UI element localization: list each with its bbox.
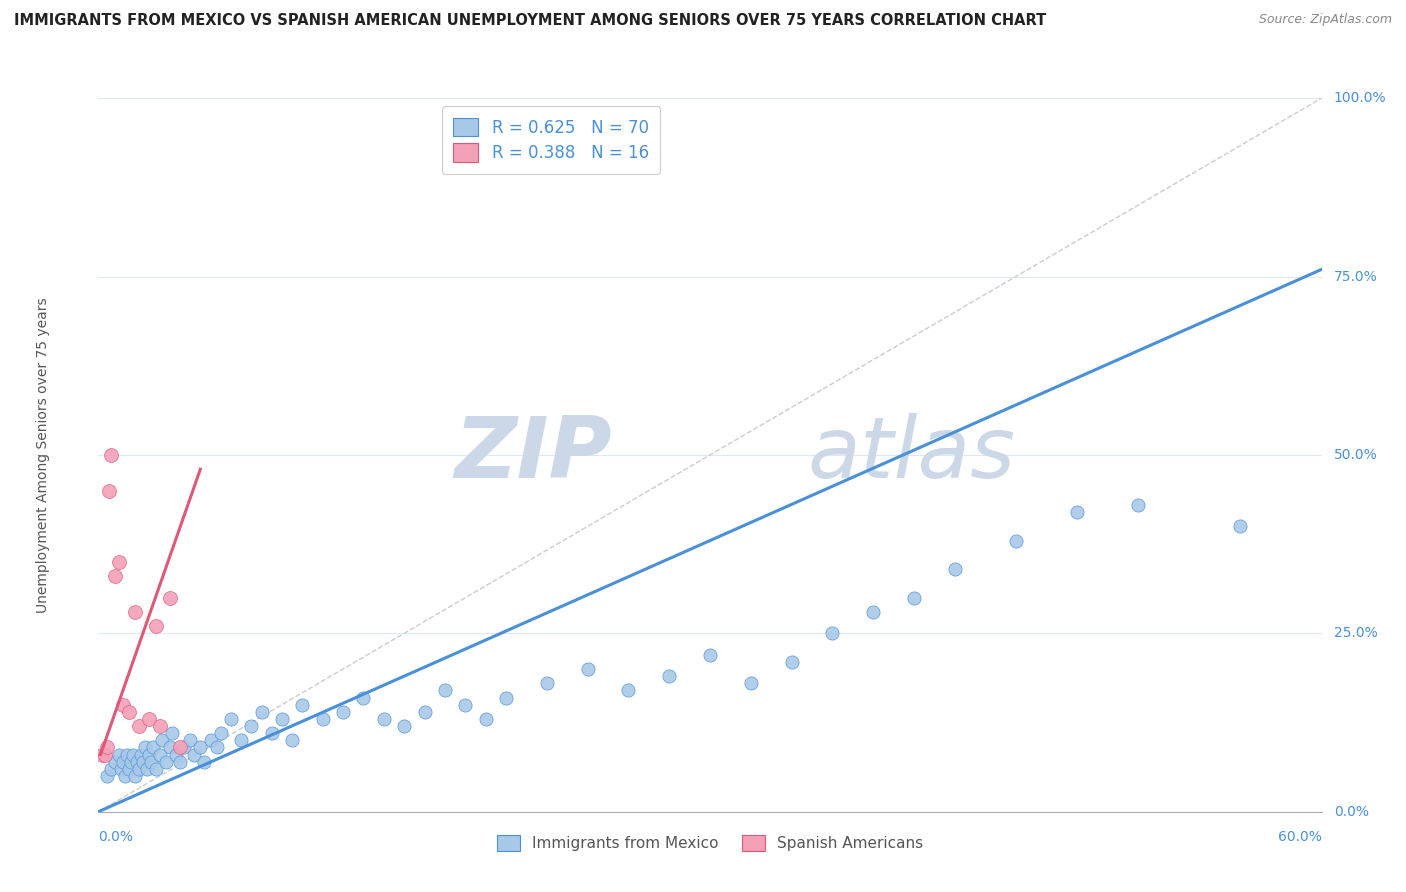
Point — [179, 733, 201, 747]
Point — [165, 747, 187, 762]
Point — [93, 747, 115, 762]
Point — [129, 747, 152, 762]
Point — [169, 755, 191, 769]
Text: IMMIGRANTS FROM MEXICO VS SPANISH AMERICAN UNEMPLOYMENT AMONG SENIORS OVER 75 YE: IMMIGRANTS FROM MEXICO VS SPANISH AMERIC… — [14, 13, 1046, 29]
Point — [100, 448, 122, 462]
Text: 75.0%: 75.0% — [1334, 269, 1378, 284]
Point — [373, 712, 395, 726]
Point — [100, 762, 122, 776]
Point — [145, 619, 167, 633]
Point — [433, 683, 456, 698]
Point — [495, 690, 517, 705]
Point — [96, 769, 118, 783]
Point — [118, 762, 141, 776]
Point — [205, 740, 228, 755]
Point — [536, 676, 558, 690]
Legend: Immigrants from Mexico, Spanish Americans: Immigrants from Mexico, Spanish American… — [491, 829, 929, 857]
Point — [617, 683, 640, 698]
Point — [124, 769, 146, 783]
Point — [155, 755, 177, 769]
Point — [104, 755, 127, 769]
Point — [138, 747, 160, 762]
Point — [454, 698, 477, 712]
Point — [108, 555, 131, 569]
Text: Unemployment Among Seniors over 75 years: Unemployment Among Seniors over 75 years — [37, 297, 51, 613]
Point — [903, 591, 925, 605]
Point — [943, 562, 966, 576]
Point — [270, 712, 294, 726]
Point — [352, 690, 374, 705]
Point — [200, 733, 222, 747]
Text: 0.0%: 0.0% — [1334, 805, 1369, 819]
Text: Source: ZipAtlas.com: Source: ZipAtlas.com — [1258, 13, 1392, 27]
Point — [111, 755, 134, 769]
Point — [128, 762, 150, 776]
Point — [91, 747, 114, 762]
Point — [114, 769, 136, 783]
Text: 50.0%: 50.0% — [1334, 448, 1378, 462]
Text: ZIP: ZIP — [454, 413, 612, 497]
Point — [188, 740, 212, 755]
Point — [138, 712, 160, 726]
Point — [209, 726, 232, 740]
Point — [132, 755, 155, 769]
Text: 0.0%: 0.0% — [98, 830, 134, 844]
Point — [219, 712, 242, 726]
Point — [474, 712, 498, 726]
Point — [149, 747, 172, 762]
Point — [120, 755, 142, 769]
Point — [145, 762, 167, 776]
Point — [250, 705, 273, 719]
Point — [108, 747, 131, 762]
Point — [96, 740, 118, 755]
Point — [111, 698, 134, 712]
Text: atlas: atlas — [808, 413, 1017, 497]
Point — [1229, 519, 1251, 533]
Text: 60.0%: 60.0% — [1278, 830, 1322, 844]
Point — [160, 726, 183, 740]
Point — [862, 605, 884, 619]
Point — [104, 569, 127, 583]
Text: 25.0%: 25.0% — [1334, 626, 1378, 640]
Point — [134, 740, 156, 755]
Point — [281, 733, 304, 747]
Point — [159, 740, 181, 755]
Point — [118, 705, 141, 719]
Point — [413, 705, 436, 719]
Point — [699, 648, 721, 662]
Point — [127, 755, 149, 769]
Point — [332, 705, 354, 719]
Point — [122, 747, 145, 762]
Point — [240, 719, 263, 733]
Point — [159, 591, 181, 605]
Point — [312, 712, 335, 726]
Point — [1004, 533, 1026, 548]
Point — [173, 740, 195, 755]
Point — [1128, 498, 1150, 512]
Point — [150, 733, 173, 747]
Point — [124, 605, 146, 619]
Point — [658, 669, 681, 683]
Point — [260, 726, 283, 740]
Point — [291, 698, 314, 712]
Point — [97, 483, 120, 498]
Point — [780, 655, 803, 669]
Point — [1066, 505, 1088, 519]
Point — [128, 719, 150, 733]
Point — [740, 676, 762, 690]
Point — [392, 719, 416, 733]
Point — [193, 755, 215, 769]
Point — [149, 719, 172, 733]
Point — [821, 626, 844, 640]
Point — [141, 755, 163, 769]
Point — [169, 740, 191, 755]
Point — [136, 762, 159, 776]
Point — [183, 747, 205, 762]
Point — [142, 740, 165, 755]
Point — [231, 733, 253, 747]
Text: 100.0%: 100.0% — [1334, 91, 1386, 105]
Point — [576, 662, 599, 676]
Point — [115, 747, 138, 762]
Point — [110, 762, 132, 776]
